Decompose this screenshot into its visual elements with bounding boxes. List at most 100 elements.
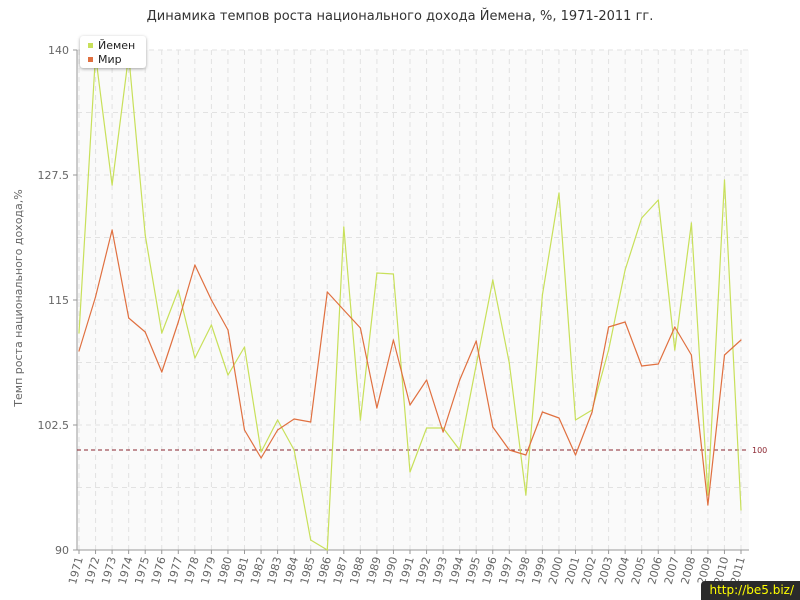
data-point-yemen (343, 226, 345, 228)
data-point-yemen (277, 419, 279, 421)
y-tick-label: 102.5 (38, 419, 70, 432)
data-point-world (144, 331, 146, 333)
data-point-yemen (243, 346, 246, 348)
data-point-world (475, 340, 477, 342)
data-point-world (608, 326, 610, 328)
data-point-world (210, 299, 212, 301)
data-point-yemen (310, 539, 312, 541)
data-point-world (326, 291, 328, 293)
data-point-yemen (723, 179, 726, 181)
legend-label-yemen: Йемен (98, 38, 136, 52)
data-point-yemen (210, 324, 212, 326)
data-point-world (591, 411, 593, 413)
legend-swatch-yemen (88, 42, 93, 48)
watermark-link[interactable]: http://be5.biz/ (701, 581, 800, 600)
data-point-world (94, 296, 97, 298)
data-point-yemen (161, 332, 163, 334)
data-point-world (574, 454, 577, 456)
data-point-yemen (376, 272, 378, 274)
data-point-yemen (227, 374, 229, 376)
data-point-yemen (525, 494, 527, 496)
data-point-world (426, 379, 428, 381)
data-point-world (310, 421, 312, 423)
series-group (78, 54, 742, 551)
data-point-world (442, 431, 444, 433)
data-point-yemen (624, 269, 626, 271)
data-point-world (277, 429, 279, 431)
data-point-yemen (260, 451, 262, 453)
y-tick-label: 140 (48, 44, 69, 57)
data-point-world (227, 329, 229, 331)
data-point-yemen (740, 509, 742, 511)
chart-title: Динамика темпов роста национального дохо… (146, 9, 654, 24)
data-point-yemen (558, 192, 560, 194)
data-point-yemen (707, 494, 709, 496)
y-axis-title-group: Темп роста национального дохода,% (12, 189, 25, 407)
data-point-world (78, 350, 80, 352)
data-point-yemen (78, 332, 80, 334)
data-point-world (657, 363, 659, 365)
data-point-world (293, 418, 295, 420)
data-point-yemen (426, 427, 428, 429)
data-point-world (740, 339, 742, 341)
data-point-yemen (608, 349, 610, 351)
data-point-yemen (574, 419, 577, 421)
data-point-world (707, 504, 709, 506)
data-point-yemen (492, 279, 494, 281)
data-point-world (128, 317, 130, 319)
data-point-world (723, 354, 726, 356)
data-point-world (177, 321, 179, 323)
data-point-yemen (326, 549, 328, 551)
data-point-world (492, 426, 494, 428)
data-point-yemen (392, 273, 394, 275)
data-point-yemen (459, 449, 461, 451)
data-point-world (194, 264, 196, 266)
data-point-world (359, 327, 361, 329)
data-point-world (690, 354, 693, 356)
legend-swatch-world (88, 56, 93, 62)
data-point-yemen (508, 362, 510, 364)
legend-item-world[interactable]: Мир (88, 52, 122, 66)
data-point-world (243, 429, 246, 431)
data-point-yemen (409, 471, 411, 473)
data-point-yemen (674, 349, 676, 351)
data-point-yemen (359, 419, 361, 421)
legend-item-yemen[interactable]: Йемен (88, 38, 135, 52)
data-point-world (541, 411, 544, 413)
data-point-world (260, 457, 262, 459)
data-point-world (343, 309, 345, 311)
data-point-world (624, 321, 626, 323)
data-point-world (392, 339, 394, 341)
data-point-world (558, 417, 560, 419)
data-point-yemen (541, 294, 544, 296)
data-point-yemen (111, 184, 113, 186)
data-point-world (641, 365, 643, 367)
data-point-yemen (144, 234, 146, 236)
grid (77, 49, 749, 551)
data-point-world (409, 404, 411, 406)
axes: 140127.5115102.5901971197219731974197519… (38, 44, 749, 586)
data-point-world (161, 371, 163, 373)
data-point-world (376, 407, 378, 409)
data-point-yemen (475, 364, 477, 366)
data-point-yemen (177, 289, 179, 291)
data-point-yemen (293, 449, 295, 451)
data-point-world (111, 229, 113, 231)
data-point-world (459, 379, 461, 381)
data-point-yemen (641, 217, 643, 219)
data-point-yemen (690, 222, 693, 224)
reference-line-label: 100 (752, 446, 767, 455)
y-tick-label: 90 (55, 544, 69, 557)
y-tick-label: 115 (48, 294, 69, 307)
data-point-world (525, 454, 527, 456)
y-axis-title: Темп роста национального дохода,% (12, 189, 25, 407)
data-point-yemen (442, 427, 444, 429)
legend-label-world: Мир (98, 52, 122, 66)
data-point-yemen (194, 357, 196, 359)
y-tick-label: 127.5 (38, 169, 70, 182)
data-point-world (674, 326, 676, 328)
legend: Йемен Мир (80, 36, 146, 68)
data-point-world (508, 449, 510, 451)
data-point-yemen (657, 199, 659, 201)
